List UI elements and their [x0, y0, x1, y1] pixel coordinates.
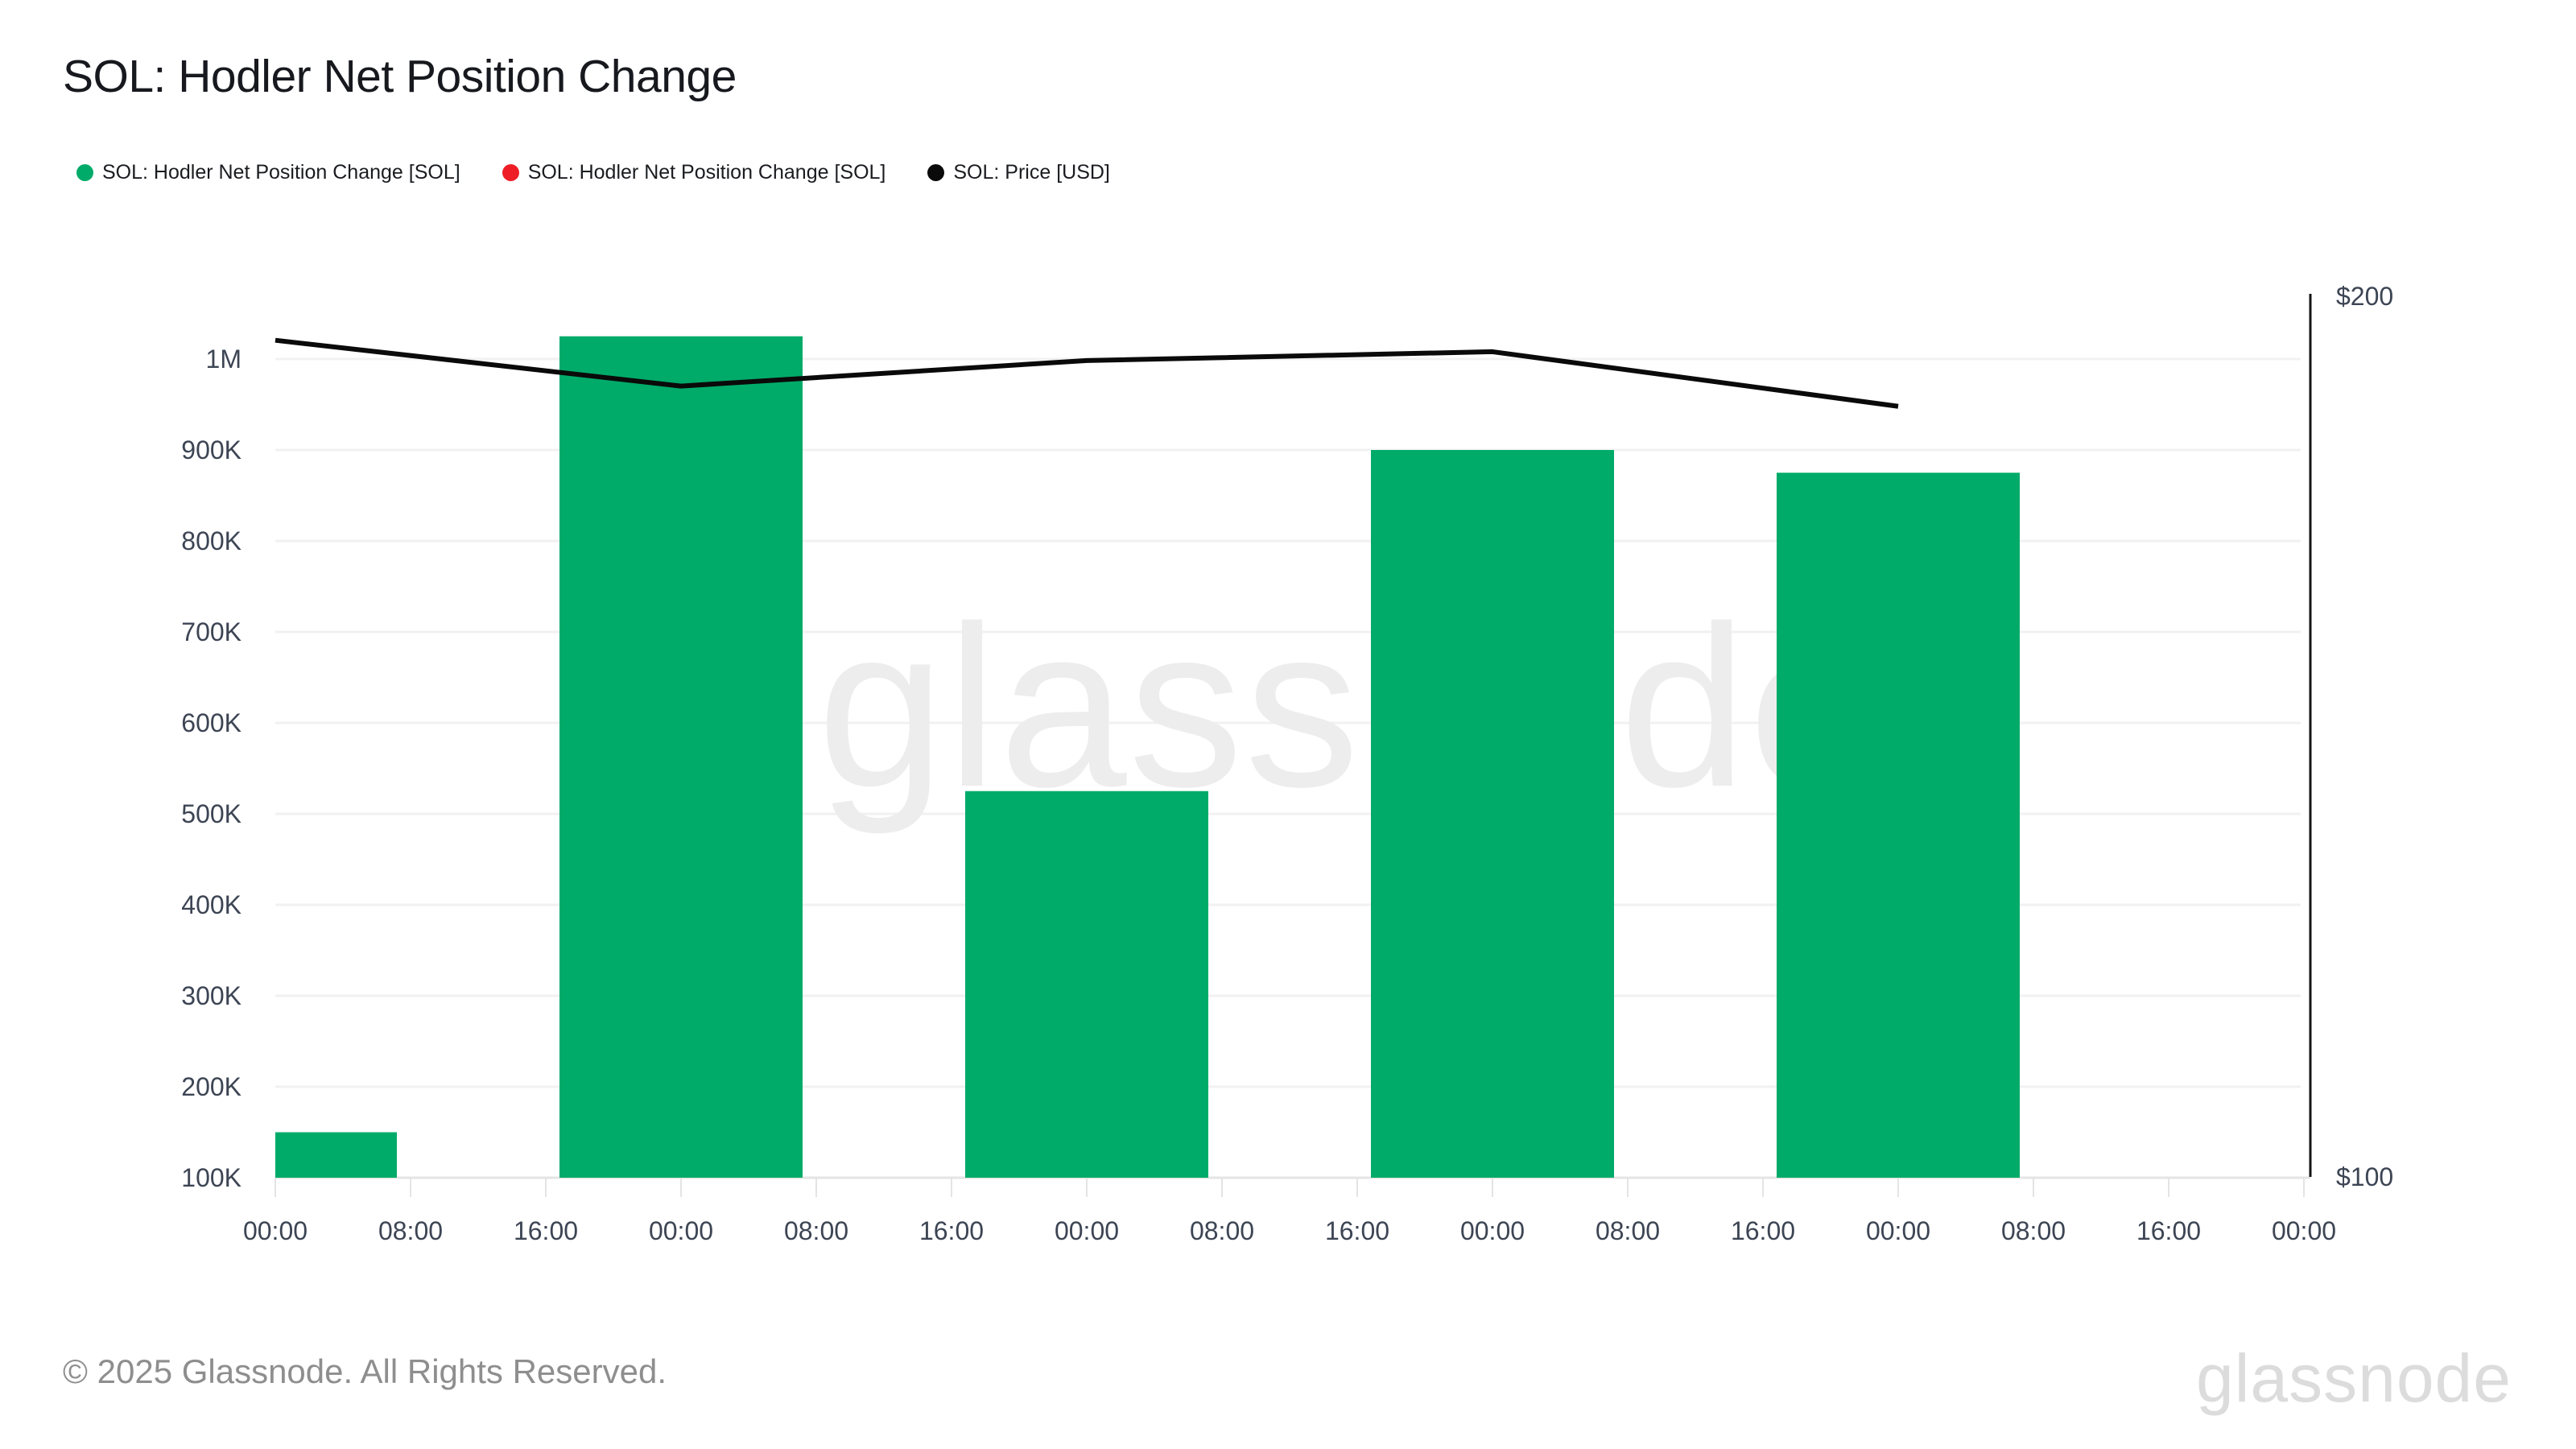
left-axis-label: 400K: [181, 890, 242, 919]
x-axis-label: 16:00: [1731, 1216, 1795, 1245]
price-line: [275, 337, 1899, 409]
x-axis-label: 16:00: [1325, 1216, 1389, 1245]
x-axis-label: 16:00: [514, 1216, 578, 1245]
right-axis-label: $100: [2336, 1162, 2393, 1191]
x-axis-label: 08:00: [784, 1216, 848, 1245]
left-axis-label: 800K: [181, 526, 242, 555]
legend-dot-red-icon: [502, 164, 519, 181]
chart-title: SOL: Hodler Net Position Change: [63, 51, 737, 102]
left-axis-label: 900K: [181, 436, 242, 464]
copyright-text: © 2025 Glassnode. All Rights Reserved.: [63, 1352, 667, 1390]
bar-hodler-net-position-change: [1371, 450, 1614, 1178]
left-axis-label: 500K: [181, 799, 242, 828]
left-axis-label: 1M: [206, 345, 242, 374]
bar-hodler-net-position-change: [559, 336, 803, 1178]
left-axis-label: 100K: [181, 1163, 242, 1192]
bar-hodler-net-position-change: [1777, 473, 2020, 1178]
x-axis-label: 08:00: [1190, 1216, 1254, 1245]
glassnode-watermark: glassnode: [817, 579, 1878, 835]
legend-label: SOL: Price [USD]: [953, 161, 1110, 184]
x-axis-label: 00:00: [2272, 1216, 2336, 1245]
left-axis-label: 200K: [181, 1072, 242, 1101]
left-axis-label: 700K: [181, 617, 242, 646]
x-axis-label: 08:00: [1596, 1216, 1660, 1245]
glassnode-logo: glassnode: [2196, 1340, 2512, 1416]
chart-legend: SOL: Hodler Net Position Change [SOL] SO…: [76, 161, 1110, 184]
x-axis-label: 08:00: [378, 1216, 443, 1245]
bar-hodler-net-position-change: [275, 1132, 397, 1178]
legend-item-hodler-net-position-change-positive[interactable]: SOL: Hodler Net Position Change [SOL]: [76, 161, 460, 184]
x-axis-label: 00:00: [1866, 1216, 1930, 1245]
x-axis-label: 16:00: [2136, 1216, 2201, 1245]
x-axis-label: 00:00: [243, 1216, 308, 1245]
left-axis-label: 300K: [181, 981, 242, 1010]
left-axis-label: 600K: [181, 708, 242, 737]
x-axis-label: 00:00: [1460, 1216, 1525, 1245]
legend-item-price[interactable]: SOL: Price [USD]: [927, 161, 1110, 184]
legend-dot-black-icon: [927, 164, 945, 181]
legend-item-hodler-net-position-change-negative[interactable]: SOL: Hodler Net Position Change [SOL]: [502, 161, 886, 184]
legend-dot-green-icon: [76, 164, 93, 181]
right-axis-label: $200: [2336, 282, 2393, 311]
bar-hodler-net-position-change: [965, 791, 1208, 1178]
x-axis-label: 00:00: [1055, 1216, 1119, 1245]
legend-label: SOL: Hodler Net Position Change [SOL]: [102, 161, 460, 184]
x-axis-label: 08:00: [2001, 1216, 2066, 1245]
x-axis-label: 00:00: [649, 1216, 713, 1245]
legend-label: SOL: Hodler Net Position Change [SOL]: [527, 161, 886, 184]
x-axis-label: 16:00: [919, 1216, 984, 1245]
